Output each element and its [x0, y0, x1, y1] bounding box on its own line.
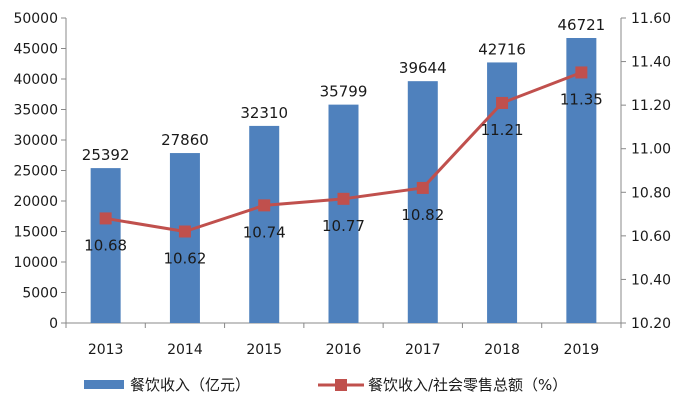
- line-point: [337, 192, 350, 205]
- bar-value-label: 32310: [240, 104, 288, 122]
- y-left-tick-label: 10000: [13, 255, 58, 271]
- y-right-tick-label: 11.20: [631, 98, 671, 114]
- line-value-label: 10.82: [401, 206, 444, 224]
- x-tick-label: 2019: [564, 342, 600, 358]
- line-point: [496, 96, 509, 109]
- y-right-tick-label: 10.80: [631, 185, 671, 201]
- y-left-tick-label: 50000: [13, 11, 58, 27]
- y-left-tick-label: 0: [49, 316, 58, 332]
- x-tick-label: 2014: [167, 342, 203, 358]
- line-point: [178, 225, 191, 238]
- y-left-tick-label: 15000: [13, 225, 58, 241]
- bar-value-label: 39644: [399, 59, 447, 77]
- bar-value-label: 27860: [161, 131, 209, 149]
- line-point: [258, 199, 271, 212]
- legend-label-line: 餐饮收入/社会零售总额（%）: [368, 376, 567, 394]
- y-left-tick-label: 20000: [13, 194, 58, 210]
- y-left-tick-label: 5000: [22, 286, 58, 302]
- line-series: [99, 66, 588, 238]
- x-tick-label: 2013: [88, 342, 124, 358]
- line-value-label: 11.21: [481, 121, 524, 139]
- line-value-label: 11.35: [560, 90, 603, 108]
- x-tick-label: 2018: [484, 342, 520, 358]
- line-point: [575, 66, 588, 79]
- legend-swatch-marker: [335, 379, 347, 391]
- bar-series: [90, 38, 597, 324]
- bar: [249, 125, 280, 323]
- x-tick-label: 2015: [246, 342, 282, 358]
- x-tick-label: 2017: [405, 342, 441, 358]
- bar: [169, 153, 200, 323]
- bar-value-label: 42716: [478, 40, 526, 58]
- line-value-label: 10.68: [84, 236, 127, 254]
- bar: [328, 104, 359, 323]
- line-point: [99, 212, 112, 225]
- bar-value-label: 46721: [557, 16, 605, 34]
- bar: [566, 38, 597, 324]
- y-right-tick-label: 10.20: [631, 316, 671, 332]
- bar: [407, 81, 438, 323]
- bar-value-label: 25392: [82, 146, 130, 164]
- bar: [90, 168, 121, 323]
- line-value-label: 10.74: [243, 223, 286, 241]
- line-value-label: 10.62: [163, 250, 206, 268]
- y-right-tick-label: 11.60: [631, 11, 671, 27]
- y-left-tick-label: 40000: [13, 72, 58, 88]
- y-right-tick-label: 10.40: [631, 272, 671, 288]
- line-point: [416, 181, 429, 194]
- axes: 0 5000 10000 15000 20000 25000 30000 35000 40000…: [13, 11, 671, 358]
- data-labels: 25392 27860 32310 35799 39644 42716 46721 10.68…: [82, 16, 605, 267]
- line-value-label: 10.77: [322, 217, 365, 235]
- y-left-tick-label: 25000: [13, 164, 58, 180]
- y-left-tick-label: 35000: [13, 103, 58, 119]
- legend-label-bar: 餐饮收入（亿元）: [130, 376, 250, 394]
- x-tick-label: 2016: [326, 342, 362, 358]
- legend: 餐饮收入（亿元） 餐饮收入/社会零售总额（%）: [84, 376, 567, 394]
- bar-value-label: 35799: [320, 83, 368, 101]
- y-left-tick-label: 30000: [13, 133, 58, 149]
- legend-swatch-bar: [84, 380, 124, 389]
- y-right-tick-label: 11.00: [631, 142, 671, 158]
- y-left-tick-label: 45000: [13, 42, 58, 58]
- y-right-tick-label: 10.60: [631, 229, 671, 245]
- y-right-tick-label: 11.40: [631, 55, 671, 71]
